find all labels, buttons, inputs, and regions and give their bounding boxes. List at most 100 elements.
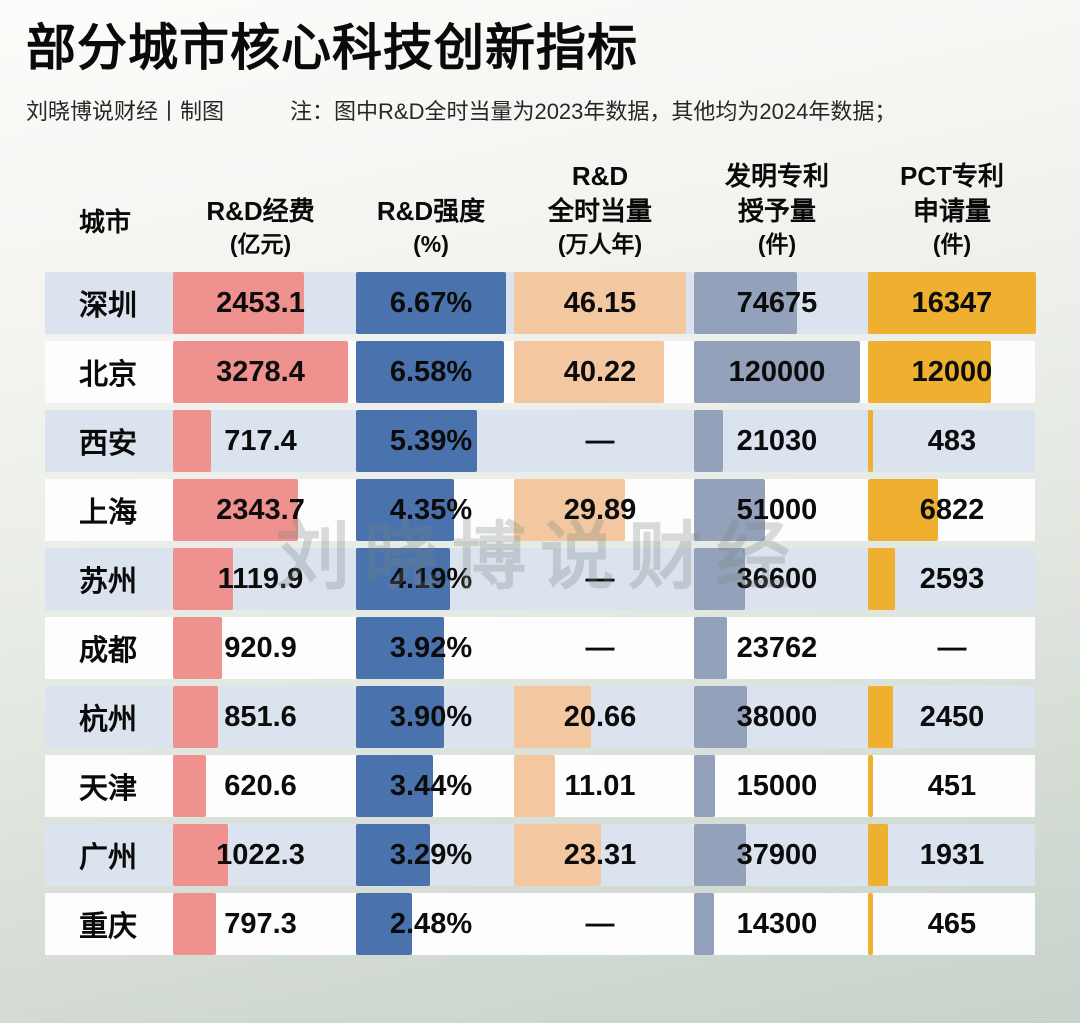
- pct_applications-cell: 16347: [868, 272, 1036, 334]
- rd_expenditure-bar: [173, 410, 212, 472]
- rd_intensity-cell: 4.19%: [356, 548, 506, 610]
- column-header-line: (件): [932, 230, 972, 257]
- rd_fte-bar: [514, 755, 556, 817]
- rd_intensity-cell: 3.90%: [356, 686, 506, 748]
- invention_patents-value: 36600: [736, 562, 818, 595]
- rd_expenditure-cell: 920.9: [173, 617, 348, 679]
- invention_patents-bar: [694, 479, 765, 541]
- rd_fte-cell: 23.31: [514, 824, 686, 886]
- column-header-city: 城市: [45, 205, 165, 260]
- table-row: 天津 620.6 3.44% 11.01 15000 451: [45, 755, 1035, 817]
- rd_fte-cell: —: [514, 548, 686, 610]
- pct_applications-value: 2593: [919, 562, 985, 595]
- rd_intensity-cell: 3.44%: [356, 755, 506, 817]
- pct_applications-bar: [868, 755, 873, 817]
- column-header-rd_fte: R&D 全时当量 (万人年): [514, 159, 686, 260]
- invention_patents-value: 14300: [736, 907, 818, 940]
- table-header-row: 城市 R&D经费 (亿元) R&D强度 (%) R&D 全时当量 (万人年) 发明专利 授予量 (件…: [45, 152, 1035, 272]
- rd_intensity-bar: [356, 479, 454, 541]
- column-header-line: R&D经费: [206, 195, 315, 226]
- rd_fte-value: 29.89: [563, 493, 637, 526]
- rd_expenditure-value: 717.4: [224, 424, 297, 457]
- rd_expenditure-cell: 2343.7: [173, 479, 348, 541]
- rd_expenditure-cell: 2453.1: [173, 272, 348, 334]
- invention_patents-bar: [694, 824, 747, 886]
- rd_fte-cell: 46.15: [514, 272, 686, 334]
- rd_intensity-bar: [356, 755, 434, 817]
- invention_patents-bar: [694, 410, 724, 472]
- column-header-line: 城市: [79, 206, 132, 237]
- column-header-line: PCT专利: [899, 160, 1004, 191]
- rd_intensity-value: 3.29%: [389, 838, 473, 871]
- rd_expenditure-cell: 1119.9: [173, 548, 348, 610]
- note-text: 注：图中R&D全时当量为2023年数据，其他均为2024年数据；: [290, 99, 897, 124]
- city-name: 天津: [79, 773, 138, 805]
- rd_expenditure-value: 620.6: [224, 769, 297, 802]
- pct_applications-bar: [868, 824, 888, 886]
- pct_applications-bar: [868, 893, 873, 955]
- rd_expenditure-cell: 717.4: [173, 410, 348, 472]
- rd_intensity-value: 6.58%: [389, 355, 473, 388]
- invention_patents-value: 38000: [736, 700, 818, 733]
- rd_fte-value: —: [585, 631, 615, 664]
- rd_expenditure-value: 2343.7: [216, 493, 305, 526]
- rd_expenditure-bar: [173, 341, 348, 403]
- column-header-line: (亿元): [229, 230, 292, 257]
- invention_patents-cell: 37900: [694, 824, 860, 886]
- column-header-line: (万人年): [557, 230, 643, 257]
- column-header-line: R&D: [571, 160, 629, 191]
- table-row: 深圳 2453.1 6.67% 46.15 74675 16347: [45, 272, 1036, 334]
- rd_intensity-bar: [356, 617, 445, 679]
- table-row: 杭州 851.6 3.90% 20.66 38000 2450: [45, 686, 1035, 748]
- rd_fte-bar: [514, 479, 626, 541]
- rd_expenditure-bar: [173, 617, 223, 679]
- rd_intensity-cell: 3.92%: [356, 617, 506, 679]
- city-name: 深圳: [79, 290, 138, 322]
- invention_patents-cell: 14300: [694, 893, 860, 955]
- pct_applications-bar: [868, 686, 894, 748]
- indicator-table: 城市 R&D经费 (亿元) R&D强度 (%) R&D 全时当量 (万人年) 发明专利 授予量 (件…: [45, 152, 1036, 955]
- rd_intensity-bar: [356, 341, 504, 403]
- table-row: 西安 717.4 5.39% — 21030 483: [45, 410, 1035, 472]
- rd_expenditure-bar: [173, 686, 219, 748]
- rd_intensity-value: 4.35%: [389, 493, 473, 526]
- pct_applications-cell: 6822: [868, 479, 1036, 541]
- rd_intensity-cell: 3.29%: [356, 824, 506, 886]
- invention_patents-bar: [694, 686, 747, 748]
- pct_applications-bar: [868, 341, 992, 403]
- column-header-line: 发明专利: [724, 160, 829, 191]
- rd_fte-cell: —: [514, 617, 686, 679]
- rd_expenditure-cell: 3278.4: [173, 341, 348, 403]
- pct_applications-value: 12000: [911, 355, 993, 388]
- rd_intensity-value: 3.92%: [389, 631, 473, 664]
- column-header-pct_applications: PCT专利 申请量 (件): [868, 159, 1036, 260]
- rd_fte-value: 20.66: [563, 700, 637, 733]
- column-header-rd_intensity: R&D强度 (%): [356, 194, 506, 260]
- column-header-line: (件): [757, 230, 797, 257]
- invention_patents-cell: 38000: [694, 686, 860, 748]
- rd_fte-bar: [514, 686, 591, 748]
- invention_patents-bar: [694, 617, 727, 679]
- city-name: 重庆: [79, 911, 138, 943]
- pct_applications-value: 483: [927, 424, 977, 457]
- rd_expenditure-value: 920.9: [224, 631, 297, 664]
- pct_applications-cell: 465: [868, 893, 1036, 955]
- invention_patents-value: 51000: [736, 493, 818, 526]
- table-row: 北京 3278.4 6.58% 40.22 120000 12000: [45, 341, 1035, 403]
- invention_patents-cell: 120000: [694, 341, 860, 403]
- rd_expenditure-value: 1119.9: [217, 562, 304, 595]
- pct_applications-value: 6822: [919, 493, 985, 526]
- rd_fte-cell: —: [514, 410, 686, 472]
- city-name: 北京: [79, 359, 138, 391]
- rd_expenditure-cell: 1022.3: [173, 824, 348, 886]
- subtitle-row: 刘晓博说财经丨制图 注：图中R&D全时当量为2023年数据，其他均为2024年数…: [26, 94, 1054, 126]
- rd_fte-cell: 40.22: [514, 341, 686, 403]
- invention_patents-bar: [694, 272, 798, 334]
- invention_patents-bar: [694, 755, 715, 817]
- pct_applications-value: 465: [927, 907, 977, 940]
- rd_fte-bar: [514, 824, 601, 886]
- rd_intensity-bar: [356, 410, 478, 472]
- column-header-line: 全时当量: [547, 195, 652, 226]
- rd_intensity-cell: 6.67%: [356, 272, 506, 334]
- rd_expenditure-bar: [173, 272, 304, 334]
